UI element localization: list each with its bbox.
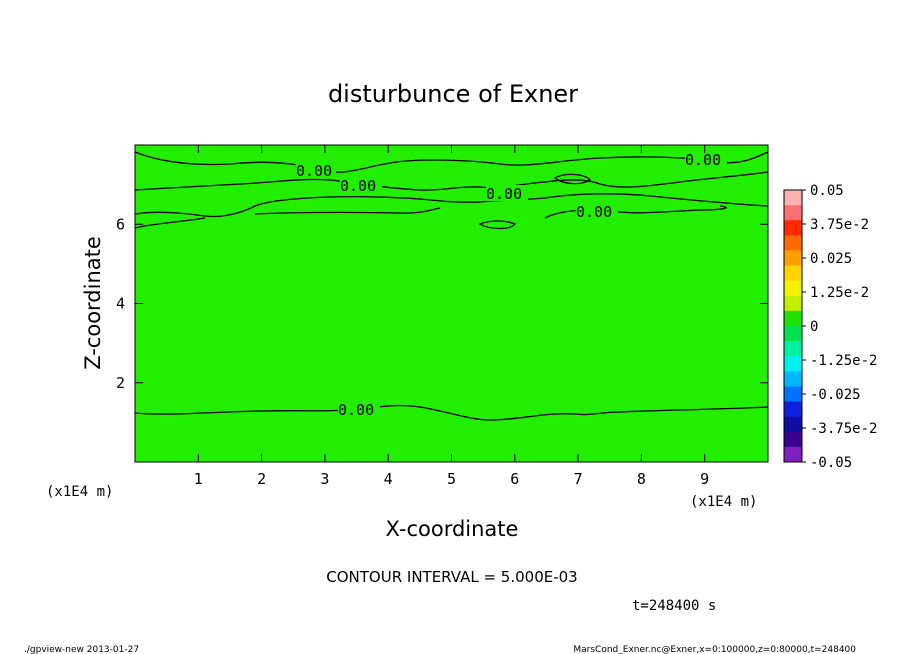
colorbar-swatch <box>784 190 802 206</box>
x-tick-label: 8 <box>637 470 646 488</box>
contour-line-closed-3 <box>553 173 591 185</box>
colorbar-swatch <box>784 220 802 236</box>
colorbar-swatch <box>784 235 802 251</box>
contour-label: 0.00 <box>576 203 612 221</box>
colorbar-swatch <box>784 280 802 297</box>
x-axis: 1 2 3 4 5 6 7 8 9 <box>194 145 709 488</box>
colorbar-level-label: 0 <box>810 319 818 335</box>
x-tick-label: 9 <box>700 470 709 488</box>
colorbar-swatch <box>784 310 802 327</box>
colorbar-level-label: -1.25e-2 <box>810 353 877 369</box>
contour-field <box>135 145 768 462</box>
colorbar-labels: 0.05 3.75e-2 0.025 1.25e-2 0 -1.25e-2 -0.025 -3… <box>802 183 877 471</box>
footer-right: MarsCond_Exner.nc@Exner,x=0:100000,z=0:8… <box>573 645 856 654</box>
x-tick-label: 5 <box>447 470 456 488</box>
colorbar-level-label: -0.05 <box>810 455 852 471</box>
x-axis-title: X-coordinate <box>386 517 519 541</box>
colorbar <box>783 189 803 463</box>
colorbar-level-label: 3.75e-2 <box>810 217 869 233</box>
colorbar-swatch <box>784 401 802 417</box>
contour-line-upper-4 <box>134 207 441 229</box>
x-tick-label: 4 <box>384 470 393 488</box>
chart-title: disturbunce of Exner <box>328 80 578 108</box>
colorbar-swatch <box>784 250 802 266</box>
colorbar-swatch <box>784 341 802 357</box>
colorbar-swatch <box>784 371 802 387</box>
y-unit-label: (x1E4 m) <box>690 494 757 510</box>
contour-label: 0.00 <box>685 151 721 169</box>
contour-line-upper-3 <box>134 193 769 218</box>
contour-label: 0.00 <box>296 162 332 180</box>
x-tick-label: 6 <box>510 470 519 488</box>
footer-left: ./gpview-new 2013-01-27 <box>24 645 139 654</box>
y-tick-label: 4 <box>116 295 125 313</box>
contour-label: 0.00 <box>338 401 374 419</box>
x-tick-label: 1 <box>194 470 203 488</box>
colorbar-level-label: -3.75e-2 <box>810 421 877 437</box>
colorbar-swatch <box>784 265 802 281</box>
contour-interval-text: CONTOUR INTERVAL = 5.000E-03 <box>326 568 577 586</box>
contour-line-closed-2 <box>544 205 727 219</box>
y-tick-label: 6 <box>116 215 125 233</box>
x-tick-label: 7 <box>574 470 583 488</box>
colorbar-level-label: 0.025 <box>810 251 852 267</box>
colorbar-swatch <box>784 416 802 433</box>
contour-label: 0.00 <box>340 177 376 195</box>
time-label: t=248400 s <box>632 598 716 614</box>
x-tick-label: 2 <box>257 470 266 488</box>
colorbar-swatch <box>784 326 802 342</box>
colorbar-swatch <box>784 386 802 402</box>
y-tick-label: 2 <box>116 374 125 392</box>
y-axis: 2 4 6 <box>116 215 768 392</box>
colorbar-swatch <box>784 431 802 448</box>
colorbar-swatch <box>784 205 802 221</box>
x-tick-label: 3 <box>320 470 329 488</box>
y-axis-title: Z-coordinate <box>81 236 105 370</box>
contour-labels: 0.00 0.00 0.00 0.00 0.00 0.00 <box>296 151 727 419</box>
colorbar-level-label: 0.05 <box>810 183 844 199</box>
contour-line-upper-2 <box>134 171 769 191</box>
contour-line-closed-1 <box>478 220 517 230</box>
colorbar-swatch <box>784 356 802 372</box>
x-unit-label: (x1E4 m) <box>46 484 113 500</box>
colorbar-swatch <box>784 446 802 463</box>
colorbar-swatch <box>784 295 802 312</box>
colorbar-level-label: 1.25e-2 <box>810 285 869 301</box>
contour-label: 0.00 <box>486 185 522 203</box>
colorbar-level-label: -0.025 <box>810 387 861 403</box>
contour-lines <box>134 151 769 421</box>
contour-line-lower <box>134 404 769 421</box>
